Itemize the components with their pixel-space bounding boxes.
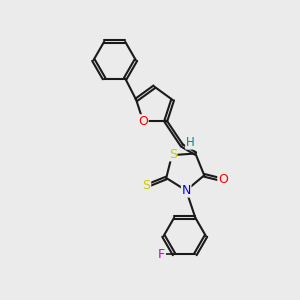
Text: O: O [218, 173, 228, 187]
Text: S: S [169, 148, 177, 161]
Text: S: S [142, 179, 151, 192]
Text: H: H [186, 136, 194, 149]
Text: F: F [158, 248, 165, 261]
Text: N: N [182, 184, 191, 197]
Text: O: O [138, 115, 148, 128]
